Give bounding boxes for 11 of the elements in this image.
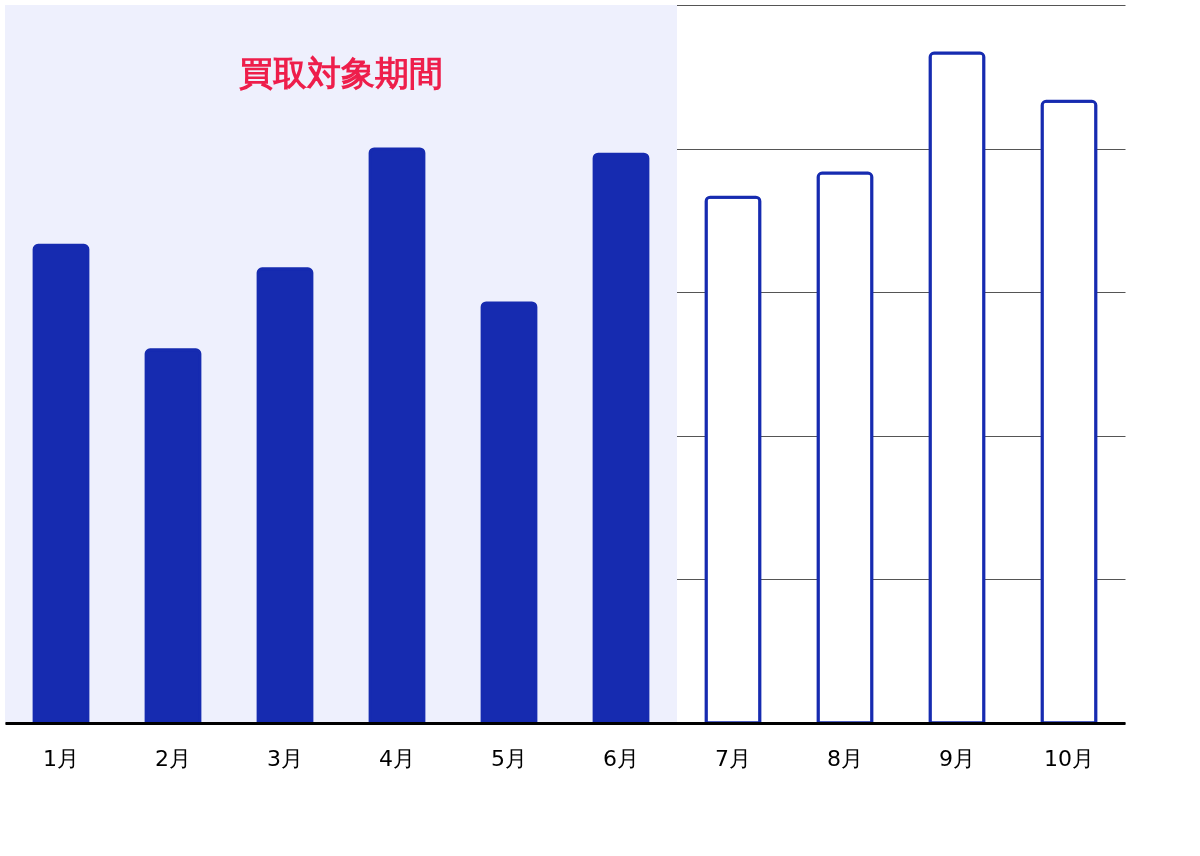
x-tick-label: 7月 bbox=[715, 745, 751, 771]
x-tick-label: 3月 bbox=[267, 745, 303, 771]
band-label: 買取対象期間 bbox=[239, 53, 443, 93]
x-tick-label: 5月 bbox=[491, 745, 527, 771]
x-tick-label: 9月 bbox=[939, 745, 975, 771]
x-tick-label: 1月 bbox=[43, 745, 79, 771]
x-tick-label: 10月 bbox=[1044, 745, 1094, 771]
x-tick-label: 8月 bbox=[827, 745, 863, 771]
x-tick-label: 6月 bbox=[603, 745, 639, 771]
x-tick-label: 2月 bbox=[155, 745, 191, 771]
x-tick-label: 4月 bbox=[379, 745, 415, 771]
